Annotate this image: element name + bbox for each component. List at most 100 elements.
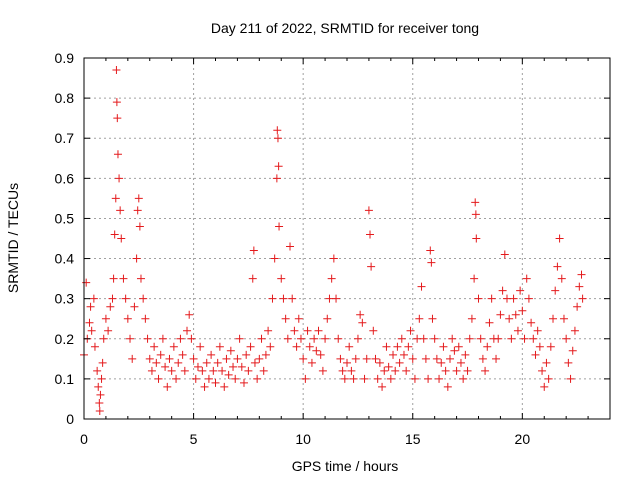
data-point <box>369 326 378 335</box>
data-point <box>520 334 529 343</box>
data-point <box>446 354 455 363</box>
data-point <box>432 354 441 363</box>
data-point <box>461 350 470 359</box>
data-point <box>255 354 264 363</box>
data-point <box>204 374 213 383</box>
data-points <box>80 66 587 415</box>
data-point <box>283 334 292 343</box>
data-point <box>299 354 308 363</box>
data-point <box>152 358 161 367</box>
data-point <box>426 246 435 255</box>
x-tick-label: 0 <box>80 431 88 447</box>
data-point <box>334 334 343 343</box>
data-point <box>340 374 349 383</box>
data-point <box>459 374 468 383</box>
data-point <box>419 334 428 343</box>
data-point <box>307 358 316 367</box>
data-point <box>248 274 257 283</box>
data-point <box>273 126 282 135</box>
data-point <box>123 314 132 323</box>
data-point <box>406 326 415 335</box>
data-point <box>483 342 492 351</box>
data-point <box>169 342 178 351</box>
data-point <box>533 326 542 335</box>
data-point <box>366 230 375 239</box>
data-point <box>94 382 103 391</box>
data-point <box>211 378 220 387</box>
data-point <box>448 334 457 343</box>
data-point <box>321 334 330 343</box>
data-point <box>316 350 325 359</box>
data-point <box>93 366 102 375</box>
data-point <box>261 350 270 359</box>
data-point <box>101 314 110 323</box>
data-point <box>527 318 536 327</box>
data-point <box>106 302 115 311</box>
data-point <box>564 358 573 367</box>
data-point <box>408 354 417 363</box>
data-point <box>314 326 323 335</box>
y-axis-label: SRMTID / TECUs <box>5 183 21 293</box>
data-point <box>275 222 284 231</box>
data-point <box>161 362 170 371</box>
data-point <box>513 326 522 335</box>
data-point <box>360 374 369 383</box>
data-point <box>351 354 360 363</box>
data-point <box>578 294 587 303</box>
data-point <box>441 366 450 375</box>
data-point <box>134 194 143 203</box>
data-point <box>292 342 301 351</box>
data-point <box>178 350 187 359</box>
data-point <box>427 258 436 267</box>
data-point <box>189 354 198 363</box>
data-point <box>97 374 106 383</box>
data-point <box>435 374 444 383</box>
data-point <box>95 406 104 415</box>
data-point <box>467 314 476 323</box>
data-point <box>187 334 196 343</box>
data-point <box>393 342 402 351</box>
data-point <box>207 350 216 359</box>
data-point <box>198 366 207 375</box>
data-point <box>121 294 130 303</box>
data-point <box>209 366 218 375</box>
data-point <box>113 150 122 159</box>
data-point <box>301 374 310 383</box>
data-point <box>136 274 145 283</box>
data-point <box>290 326 299 335</box>
data-point <box>546 342 555 351</box>
data-point <box>478 354 487 363</box>
data-point <box>272 174 281 183</box>
data-point <box>90 342 99 351</box>
data-point <box>303 326 312 335</box>
data-point <box>233 354 242 363</box>
data-point <box>338 366 347 375</box>
data-point <box>224 370 233 379</box>
data-point <box>511 310 520 319</box>
data-point <box>143 334 152 343</box>
data-point <box>575 282 584 291</box>
data-point <box>156 350 165 359</box>
data-point <box>465 334 474 343</box>
data-point <box>452 366 461 375</box>
data-point <box>522 274 531 283</box>
data-point <box>415 314 424 323</box>
data-point <box>471 210 480 219</box>
data-point <box>215 342 224 351</box>
y-tick-label: 0.4 <box>55 251 75 267</box>
data-point <box>347 366 356 375</box>
data-point <box>202 358 211 367</box>
data-point <box>99 334 108 343</box>
data-point <box>222 354 231 363</box>
x-tick-label: 20 <box>515 431 531 447</box>
data-point <box>472 234 481 243</box>
data-point <box>112 66 121 75</box>
data-point <box>268 294 277 303</box>
data-point <box>250 358 259 367</box>
data-point <box>538 366 547 375</box>
data-point <box>286 242 295 251</box>
data-point <box>524 294 533 303</box>
data-point <box>96 390 105 399</box>
data-point <box>358 318 367 327</box>
data-point <box>163 382 172 391</box>
